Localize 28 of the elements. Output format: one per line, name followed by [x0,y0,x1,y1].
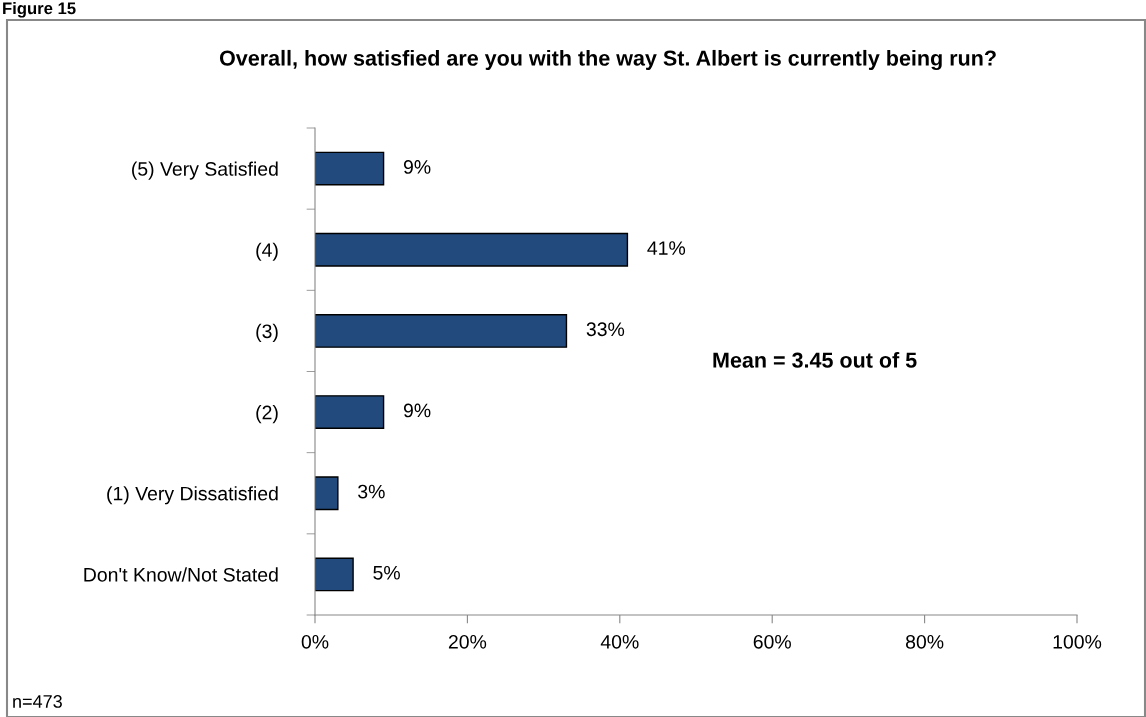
y-tick-label: Don't Know/Not Stated [84,567,278,582]
bar [315,313,568,348]
data-label: 33% [586,322,625,337]
caption: Figure 15 [3,2,76,18]
x-tick-label: 80% [905,634,944,649]
x-tick-label: 40% [600,634,639,649]
data-label: 3% [358,484,385,499]
text: n=473 [13,695,62,708]
y-tick-label: (4) [256,242,278,261]
y-tick-label: (3) [256,323,278,342]
bar [315,232,629,267]
data-label: 9% [403,403,431,418]
annotation: Mean = 3.45 out of 5 [713,351,917,368]
data-label: 5% [373,565,400,580]
data-label: 41% [647,241,686,255]
x-tick-label: 100% [1053,634,1102,649]
y-tick-label: (5) Very Satisfied [132,161,278,180]
y-tick-label: (1) Very Dissatisfied [107,486,278,505]
bar [315,557,354,592]
chart-title: Overall, how satisfied are you with the way St. Albert is currently being run? [219,49,996,71]
bar [315,476,339,511]
x-tick-label: 0% [301,634,329,649]
y-tick-label: (2) [256,405,278,424]
x-tick-label: 20% [448,634,487,649]
data-label: 9% [403,160,431,174]
bar [315,395,385,430]
x-tick-label: 60% [753,634,791,649]
bar [315,151,385,186]
